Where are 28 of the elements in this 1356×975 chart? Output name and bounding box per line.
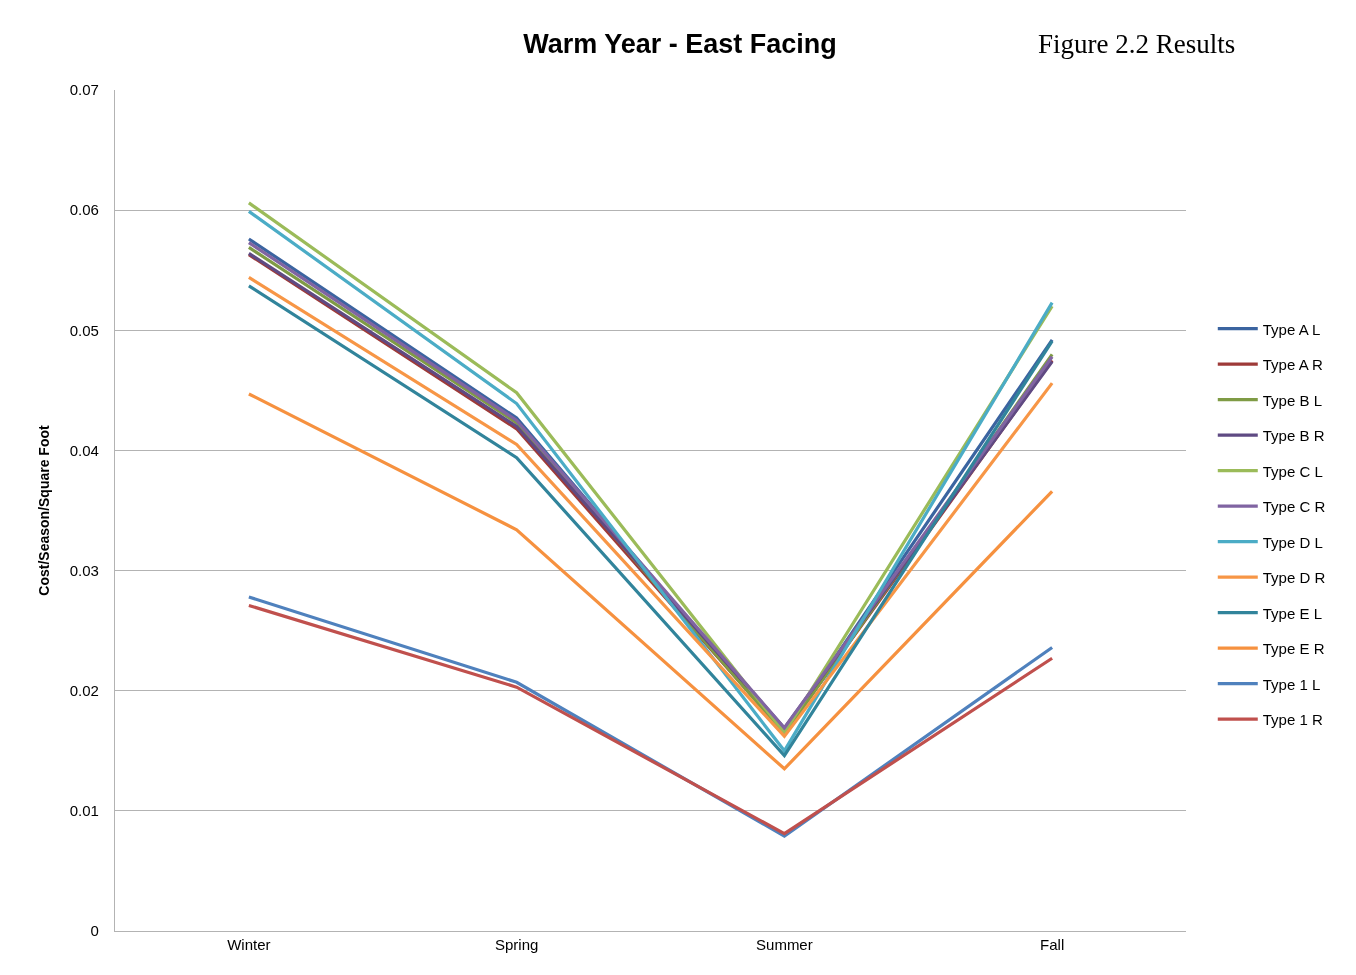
legend-label: Type A L xyxy=(1262,320,1321,338)
caption: Figure 2.2 Results xyxy=(1038,29,1236,59)
legend-label: Type C R xyxy=(1262,498,1326,516)
line-series xyxy=(247,392,1054,771)
legend-label: Type B L xyxy=(1262,391,1322,409)
legend-label: Type 1 R xyxy=(1262,711,1323,729)
y-tick-label: 0.06 xyxy=(69,201,99,219)
y-tick-label: 0.04 xyxy=(69,441,99,459)
legend-label: Type C L xyxy=(1262,462,1323,480)
legend-label: Type B R xyxy=(1262,427,1325,445)
legend-label: Type D L xyxy=(1262,533,1323,551)
legend-label: Type D R xyxy=(1262,569,1326,587)
legend-label: Type E L xyxy=(1262,604,1322,622)
y-tick-label: 0.01 xyxy=(69,802,99,820)
x-tick-label: Spring xyxy=(494,936,539,954)
y-tick-label: 0 xyxy=(90,922,99,940)
x-tick-label: Winter xyxy=(227,936,271,954)
legend-label: Type A R xyxy=(1262,356,1323,374)
y-tick-label: 0.02 xyxy=(69,681,99,699)
y-tick-label: 0.07 xyxy=(69,81,99,99)
x-tick-label: Summer xyxy=(756,936,813,954)
x-tick-label: Fall xyxy=(1040,936,1065,954)
y-tick-label: 0.03 xyxy=(69,561,99,579)
y-axis-title: Cost/Season/Square Foot xyxy=(36,424,53,596)
legend-label: Type E R xyxy=(1262,640,1325,658)
legend-label: Type 1 L xyxy=(1262,675,1321,693)
y-tick-label: 0.05 xyxy=(69,321,99,339)
chart-title: Warm Year - East Facing xyxy=(523,29,837,60)
